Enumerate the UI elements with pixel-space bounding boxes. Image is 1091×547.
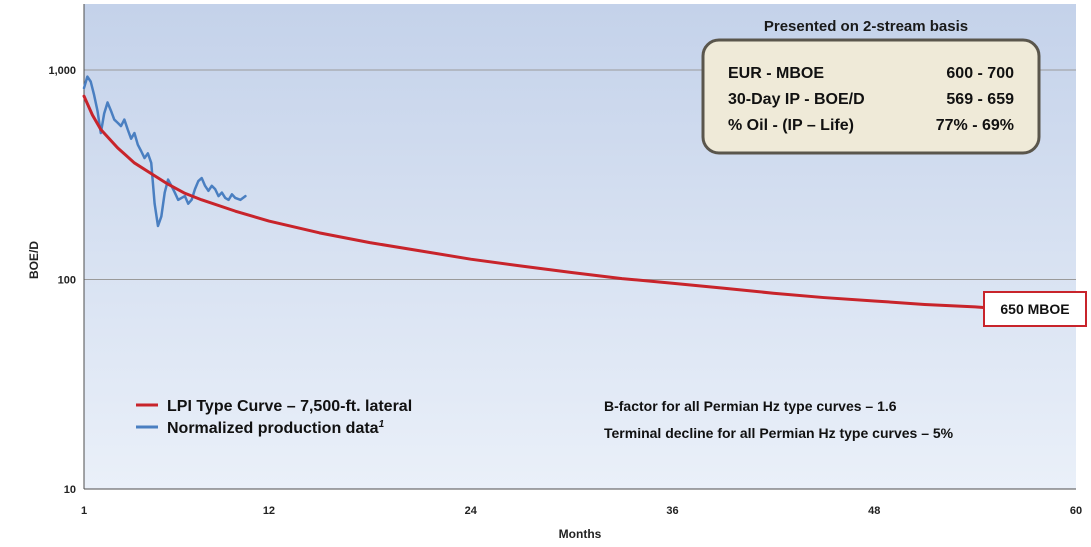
legend: LPI Type Curve – 7,500-ft. lateral Norma… xyxy=(136,398,412,437)
basis-header: Presented on 2-stream basis xyxy=(764,18,968,35)
metric-label: 30-Day IP - BOE/D xyxy=(728,91,865,108)
series-line-type-curve xyxy=(82,94,994,310)
y-tick-label: 1,000 xyxy=(48,65,76,77)
b-factor-note: B-factor for all Permian Hz type curves … xyxy=(604,398,897,414)
x-tick-label: 1 xyxy=(81,505,87,517)
metrics-row: 30-Day IP - BOE/D 569 - 659 xyxy=(728,91,1014,108)
y-tick-labels: 10 100 1,000 xyxy=(48,65,76,496)
x-tick-label: 60 xyxy=(1070,505,1082,517)
x-tick-labels: 1 12 24 36 48 60 xyxy=(81,505,1082,517)
y-tick-label: 100 xyxy=(58,275,76,287)
terminal-decline-note: Terminal decline for all Permian Hz type… xyxy=(604,425,954,441)
x-tick-label: 36 xyxy=(666,505,678,517)
metric-value: 569 - 659 xyxy=(946,91,1014,108)
x-tick-label: 48 xyxy=(868,505,880,517)
eur-callout-box xyxy=(983,291,1087,327)
metrics-row: % Oil - (IP – Life) 77% - 69% xyxy=(728,117,1014,134)
y-axis-label: BOE/D xyxy=(27,241,41,279)
metric-value: 600 - 700 xyxy=(946,65,1014,82)
x-tick-label: 24 xyxy=(465,505,478,517)
metrics-row: EUR - MBOE 600 - 700 xyxy=(728,65,1014,82)
y-tick-label: 10 xyxy=(64,484,76,496)
legend-label-production: Normalized production data1 xyxy=(167,419,385,437)
legend-footnote-marker: 1 xyxy=(379,419,385,430)
metric-label: % Oil - (IP – Life) xyxy=(728,117,854,134)
metric-label: EUR - MBOE xyxy=(728,65,824,82)
series-layer xyxy=(82,75,994,310)
legend-label-type-curve: LPI Type Curve – 7,500-ft. lateral xyxy=(167,398,412,415)
x-tick-label: 12 xyxy=(263,505,275,517)
series-line-production xyxy=(82,75,247,228)
x-axis-label: Months xyxy=(559,527,602,541)
metrics-box xyxy=(701,38,1041,155)
metric-value: 77% - 69% xyxy=(936,117,1014,134)
eur-callout-label: 650 MBOE xyxy=(1000,301,1069,317)
